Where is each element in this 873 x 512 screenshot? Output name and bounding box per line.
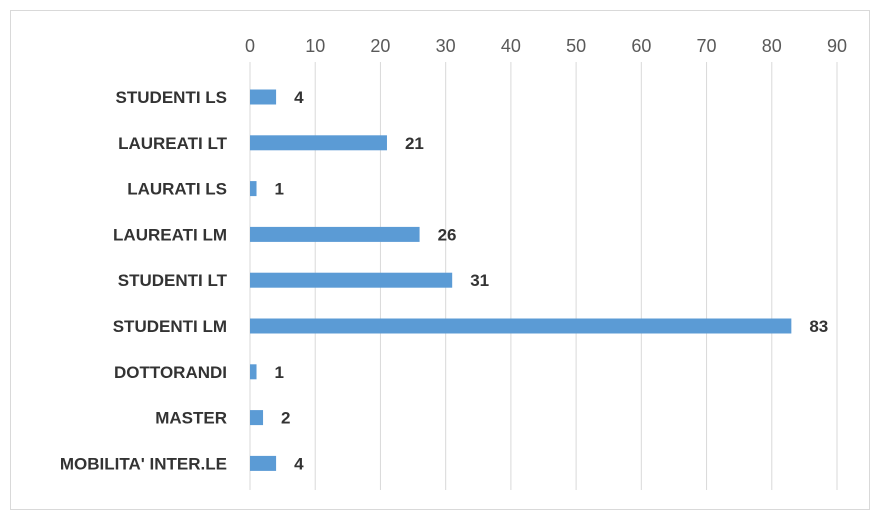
- chart-frame: [10, 10, 870, 510]
- x-tick-label: 10: [305, 36, 325, 56]
- bars-layer: [250, 89, 792, 471]
- category-label: STUDENTI LS: [116, 88, 227, 107]
- bar: [250, 364, 257, 380]
- category-label: LAUREATI LT: [118, 134, 228, 153]
- x-tick-label: 20: [370, 36, 390, 56]
- bar: [250, 135, 387, 151]
- bar: [250, 272, 453, 288]
- bar: [250, 89, 277, 105]
- x-tick-label: 40: [501, 36, 521, 56]
- bar: [250, 181, 257, 197]
- data-label: 1: [275, 180, 284, 199]
- bar: [250, 455, 277, 471]
- category-label: MASTER: [155, 409, 227, 428]
- x-tick-label: 60: [631, 36, 651, 56]
- data-label: 4: [294, 454, 304, 473]
- category-labels: STUDENTI LS LAUREATI LT LAURATI LS LAUREATI…: [60, 88, 228, 473]
- category-label: DOTTORANDI: [114, 363, 227, 382]
- category-label: STUDENTI LM: [113, 317, 227, 336]
- x-tick-label: 0: [245, 36, 255, 56]
- data-label: 31: [470, 271, 489, 290]
- category-label: LAURATI LS: [127, 180, 227, 199]
- data-label: 83: [809, 317, 828, 336]
- x-tick-label: 80: [762, 36, 782, 56]
- data-label: 2: [281, 409, 290, 428]
- data-labels: 4 21 1 26 31 83 1 2 4: [275, 88, 829, 473]
- x-axis-ticks: 0 10 20 30 40 50 60 70 80 90: [245, 36, 847, 56]
- bar: [250, 226, 420, 242]
- data-label: 4: [294, 88, 304, 107]
- data-label: 21: [405, 134, 424, 153]
- category-label: LAUREATI LM: [113, 225, 227, 244]
- bar: [250, 410, 264, 426]
- data-label: 1: [275, 363, 284, 382]
- x-tick-label: 70: [697, 36, 717, 56]
- bar: [250, 318, 792, 334]
- x-tick-label: 90: [827, 36, 847, 56]
- category-label: STUDENTI LT: [118, 271, 228, 290]
- data-label: 26: [438, 225, 457, 244]
- x-tick-label: 50: [566, 36, 586, 56]
- category-label: MOBILITA' INTER.LE: [60, 454, 227, 473]
- x-tick-label: 30: [436, 36, 456, 56]
